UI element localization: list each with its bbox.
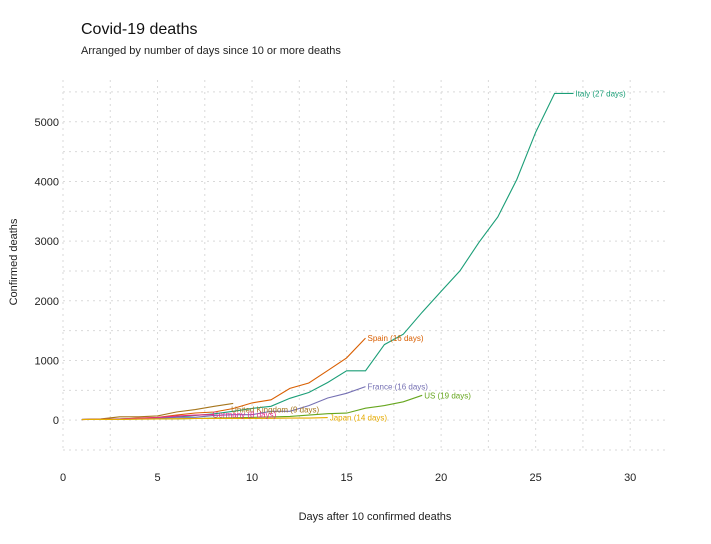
x-tick-label: 30 (624, 472, 636, 484)
x-tick-label: 0 (60, 472, 66, 484)
series-line-spain (81, 337, 366, 421)
x-tick-label: 15 (340, 472, 352, 484)
y-tick-label: 5000 (35, 117, 59, 129)
series-label-united-kingdom: United Kingdom (9 days) (231, 405, 319, 414)
axis-ticks: 0 5 10 15 20 25 30 0 1000 2000 3000 4000 5000 (35, 117, 637, 484)
series-label-france: France (16 days) (368, 383, 429, 392)
x-tick-label: 25 (530, 472, 542, 484)
x-tick-label: 5 (154, 472, 160, 484)
series-line-japan (81, 417, 328, 421)
x-tick-label: 20 (435, 472, 447, 484)
series-label-us: US (19 days) (424, 391, 471, 400)
x-tick-label: 10 (246, 472, 258, 484)
series-lines (81, 92, 574, 421)
y-tick-label: 2000 (35, 296, 59, 308)
series-labels: Italy (27 days) Spain (16 days) France (16… (212, 89, 626, 422)
y-tick-label: 4000 (35, 176, 59, 188)
y-axis-title: Confirmed deaths (8, 218, 20, 305)
y-tick-label: 1000 (35, 355, 59, 367)
chart-subtitle: Arranged by number of days since 10 or m… (81, 45, 341, 57)
y-tick-label: 0 (53, 415, 59, 427)
y-tick-label: 3000 (35, 236, 59, 248)
grid-lines (62, 80, 668, 451)
x-axis-title: Days after 10 confirmed deaths (299, 511, 452, 523)
chart-title: Covid-19 deaths (81, 21, 198, 38)
series-line-united-kingdom (81, 402, 234, 421)
series-label-spain: Spain (16 days) (368, 334, 424, 343)
series-label-japan: Japan (14 days) (330, 414, 388, 423)
series-label-italy: Italy (27 days) (575, 89, 626, 98)
series-label-germany: Germany (8 days) (212, 411, 276, 420)
